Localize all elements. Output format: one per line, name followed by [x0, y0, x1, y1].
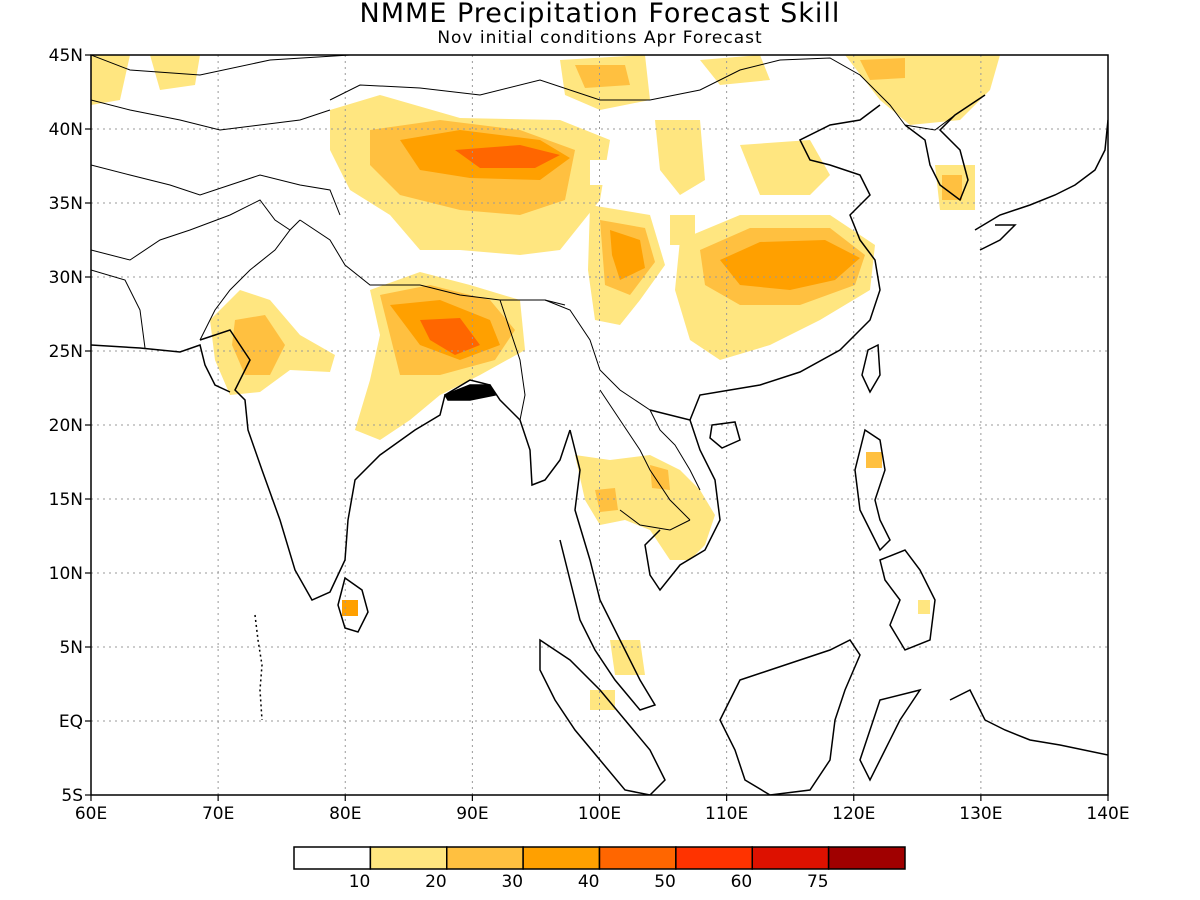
border-china-burma — [544, 299, 651, 411]
coast-taiwan — [861, 343, 881, 394]
lon-tick-label: 110E — [705, 804, 748, 824]
latitude-axis: 45N 40N 35N 30N 25N 20N 15N 10N 5N EQ 5S — [49, 46, 91, 806]
skill-region-philippines-20 — [866, 452, 882, 468]
coast-south-china — [689, 104, 881, 421]
skill-region-central-china-40 — [610, 230, 645, 280]
map-subtitle: Nov initial conditions Apr Forecast — [437, 28, 763, 48]
colorbar-label: 20 — [425, 872, 447, 892]
border-himalaya — [299, 219, 566, 306]
skill-region-western-india-30 — [232, 315, 285, 375]
colorbar-label: 75 — [807, 872, 829, 892]
map-title: NMME Precipitation Forecast Skill — [359, 0, 841, 29]
coast-moluccas — [949, 688, 1108, 756]
lon-tick-label: 80E — [329, 804, 361, 824]
colorbar-swatch — [293, 846, 372, 870]
colorbar-swatch — [598, 846, 677, 870]
colorbar-swatch — [446, 846, 524, 870]
coast-hainan — [709, 421, 741, 449]
grid-lines — [91, 55, 1108, 795]
border-north-russia — [91, 55, 351, 76]
coast-ganges-delta — [443, 384, 497, 401]
border-iran — [91, 269, 146, 349]
coastlines — [91, 94, 1108, 795]
lat-tick-label: 15N — [49, 490, 83, 510]
lat-tick-label: 35N — [49, 194, 83, 214]
lat-tick-label: 20N — [49, 416, 83, 436]
border-mongolia — [329, 57, 906, 126]
skill-region-sri-lanka-40 — [342, 600, 358, 616]
lon-tick-label: 90E — [456, 804, 488, 824]
skill-region-north-20d — [150, 55, 200, 90]
skill-region-patch-1 — [670, 215, 695, 245]
coast-maldives — [254, 614, 263, 721]
skill-region-indochina-30 — [595, 488, 618, 512]
lon-tick-label: 100E — [578, 804, 621, 824]
skill-region-north-30a — [575, 65, 630, 88]
border-central-asia — [91, 164, 341, 216]
skill-region-malay-20b — [590, 690, 615, 710]
skill-region-north-20e — [91, 55, 130, 105]
coast-vietnam — [644, 409, 721, 592]
colorbar-label: 50 — [654, 872, 676, 892]
lon-tick-label: 120E — [832, 804, 875, 824]
coast-arabia — [91, 344, 231, 393]
lat-tick-label: 40N — [49, 120, 83, 140]
lon-tick-label: 140E — [1086, 804, 1129, 824]
skill-shading — [91, 55, 1000, 710]
skill-region-indochina-30b — [650, 465, 670, 490]
skill-region-north-20f — [740, 140, 830, 195]
lat-tick-label: 5N — [59, 638, 83, 658]
skill-region-north-20g — [655, 120, 705, 195]
skill-region-north-30b — [860, 58, 905, 80]
colorbar-swatch — [827, 846, 906, 870]
coast-japan — [974, 119, 1108, 231]
skill-region-ne-india-50 — [420, 318, 480, 355]
coast-luzon — [854, 428, 891, 552]
lat-tick-label: 10N — [49, 564, 83, 584]
colorbar-label: 40 — [578, 872, 600, 892]
coast-indochina — [559, 429, 657, 711]
coast-borneo — [719, 639, 861, 795]
lat-tick-label: 25N — [49, 342, 83, 362]
coast-japan-south — [979, 224, 1017, 251]
coast-sumatra — [539, 638, 666, 795]
country-borders — [91, 55, 956, 531]
colorbar-label: 60 — [731, 872, 753, 892]
border-india-burma — [499, 299, 526, 421]
skill-region-indochina-20 — [575, 455, 715, 560]
colorbar-swatch — [675, 846, 753, 870]
colorbar-swatch — [751, 846, 830, 870]
colorbar-swatch — [522, 846, 601, 870]
lat-tick-label: 5S — [61, 786, 83, 806]
skill-region-korea-30 — [942, 175, 962, 200]
border-vietnam-laos — [649, 409, 701, 491]
lon-tick-label: 70E — [202, 804, 234, 824]
colorbar: 10 20 30 40 50 60 75 — [293, 846, 906, 892]
coast-korea — [904, 94, 986, 202]
lat-tick-label: 45N — [49, 46, 83, 66]
longitude-axis: 60E 70E 80E 90E 100E 110E 120E 130E 140E — [75, 795, 1130, 824]
border-nk — [904, 114, 956, 131]
lon-tick-label: 130E — [959, 804, 1002, 824]
skill-region-tibet-50 — [455, 145, 560, 168]
coast-sulawesi — [859, 688, 922, 782]
border-laos-thailand — [599, 389, 691, 521]
coast-india — [199, 329, 571, 601]
skill-region-patch-2 — [590, 160, 615, 185]
colorbar-label: 10 — [349, 872, 371, 892]
colorbar-swatch — [369, 846, 448, 870]
coast-visayas — [879, 549, 936, 651]
skill-region-mindanao-20 — [918, 600, 930, 614]
border-cambodia — [619, 509, 691, 531]
border-afghan — [91, 199, 291, 261]
colorbar-label: 30 — [501, 872, 523, 892]
skill-region-malay-20 — [610, 640, 645, 675]
border-kazakh — [91, 99, 331, 131]
lon-tick-label: 60E — [75, 804, 107, 824]
skill-region-north-20c — [700, 55, 770, 85]
coast-sri-lanka — [337, 576, 369, 633]
lat-tick-label: EQ — [59, 712, 83, 732]
lat-tick-label: 30N — [49, 268, 83, 288]
